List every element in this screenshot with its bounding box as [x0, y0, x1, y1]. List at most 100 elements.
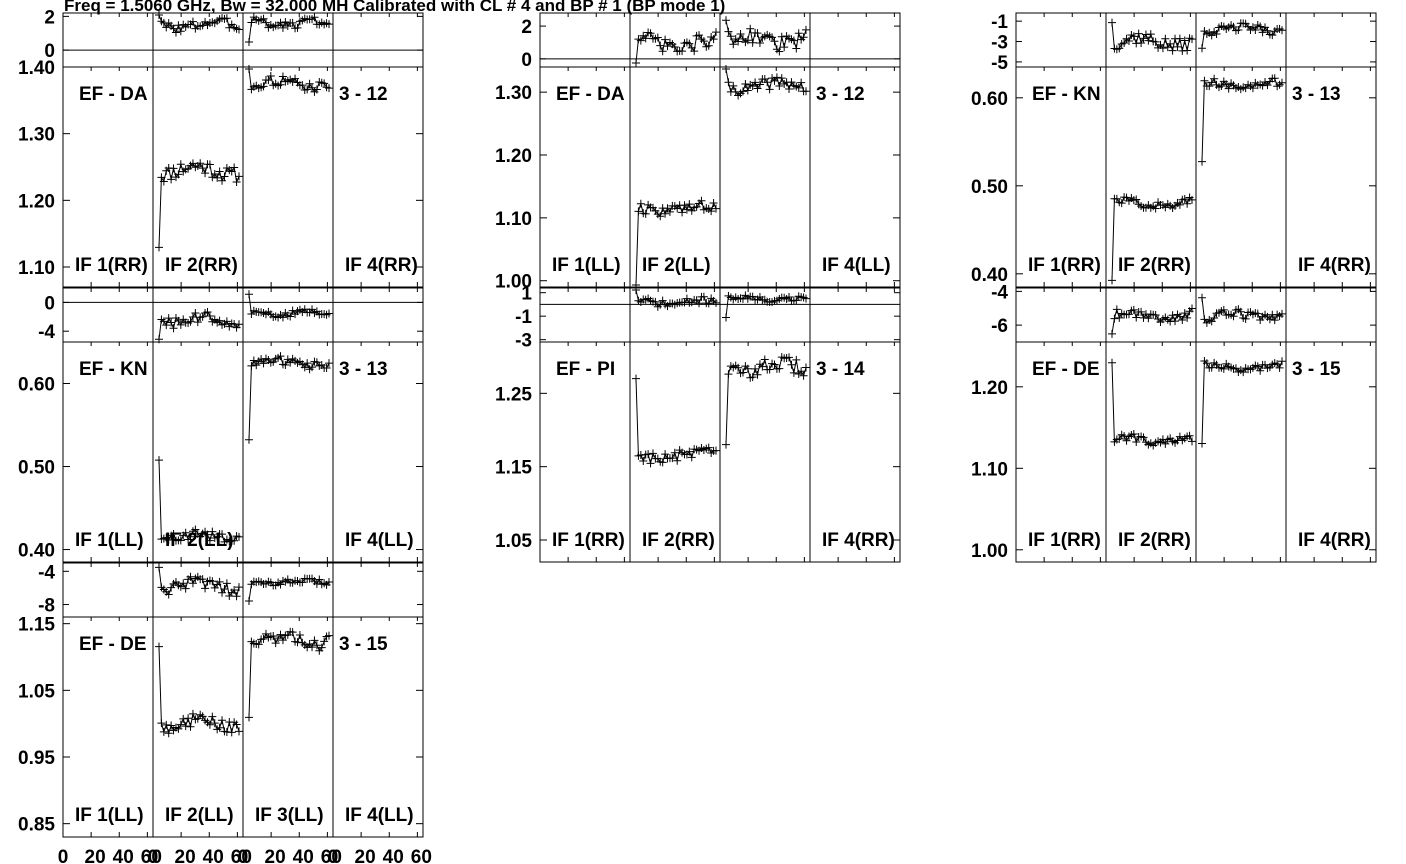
data-point	[1212, 30, 1221, 39]
data-point	[169, 164, 178, 173]
data-point	[169, 324, 178, 333]
series-line	[1201, 359, 1283, 444]
data-point	[196, 159, 205, 168]
amplitude-tick-label: 1.00	[495, 272, 532, 293]
data-point	[181, 528, 190, 537]
series-line	[1201, 297, 1283, 324]
data-point	[678, 47, 687, 56]
data-point	[1115, 434, 1124, 443]
data-point	[203, 307, 212, 316]
data-point	[1219, 364, 1228, 373]
data-point	[641, 209, 650, 218]
data-point	[1151, 204, 1160, 213]
data-point	[722, 440, 730, 449]
panel-2: 2 0 1.30 1.20 1.10 1.00 EF - DA 3 - 12 IF 1(LL) I…	[495, 12, 901, 293]
data-point	[215, 316, 224, 325]
data-point	[300, 363, 309, 372]
amplitude-tick-label: 1.00	[971, 541, 1008, 562]
data-point	[680, 201, 689, 210]
phase-tick-label: 0	[44, 41, 55, 62]
data-point	[1229, 312, 1238, 321]
data-point	[201, 584, 210, 593]
data-point	[278, 636, 287, 645]
data-point	[1129, 430, 1138, 439]
if-label: IF 4(RR)	[1298, 530, 1371, 551]
data-point	[670, 42, 679, 51]
data-point	[1270, 74, 1279, 83]
phase-tick-label: 0	[44, 293, 55, 314]
data-point	[709, 35, 718, 44]
data-point	[1158, 44, 1167, 53]
data-point	[208, 577, 217, 586]
amplitude-tick-label: 0.60	[971, 89, 1008, 110]
data-point	[1188, 437, 1196, 446]
data-point	[712, 298, 720, 307]
data-point	[176, 320, 185, 329]
data-point	[685, 447, 694, 456]
x-tick-label: 40	[203, 847, 224, 864]
data-point	[748, 373, 757, 382]
data-point	[1275, 363, 1284, 372]
data-point	[792, 44, 801, 53]
phase-tick-label: 0	[521, 50, 532, 71]
data-point	[743, 364, 752, 373]
data-point	[1151, 37, 1160, 46]
data-point	[155, 456, 163, 465]
data-point	[1183, 313, 1192, 322]
data-point	[1175, 34, 1184, 43]
data-point	[770, 360, 779, 369]
data-point	[203, 530, 212, 539]
data-point	[245, 38, 253, 47]
data-point	[1115, 313, 1124, 322]
data-point	[641, 34, 650, 43]
data-point	[707, 207, 716, 216]
data-point	[765, 365, 774, 374]
data-point	[164, 535, 173, 544]
if-label: IF 2(LL)	[642, 255, 711, 276]
phase-tick-label: -8	[38, 596, 55, 617]
panel-7: -4 -81.15 1.05 0.95 0.85 EF - DE 3 - 15 IF 1(LL…	[18, 562, 432, 864]
baseline-label: EF - KN	[79, 359, 148, 380]
data-point	[259, 359, 268, 368]
data-point	[673, 456, 682, 465]
if-label: IF 1(RR)	[1028, 530, 1101, 551]
data-point	[325, 20, 333, 29]
amplitude-tick-label: 1.25	[495, 384, 532, 405]
data-point	[1183, 46, 1192, 55]
data-point	[1137, 307, 1146, 316]
data-point	[269, 632, 278, 641]
data-point	[159, 727, 168, 736]
data-point	[1146, 30, 1155, 39]
data-point	[1270, 316, 1279, 325]
data-point	[792, 355, 801, 364]
data-point	[765, 85, 774, 94]
data-point	[227, 728, 236, 737]
data-point	[665, 207, 674, 216]
data-point	[1188, 35, 1196, 44]
data-point	[208, 712, 217, 721]
data-point	[278, 72, 287, 81]
data-point	[787, 360, 796, 369]
amplitude-tick-label: 0.85	[18, 815, 55, 836]
data-point	[235, 25, 243, 34]
data-point	[1178, 316, 1187, 325]
amplitude-tick-label: 0.40	[18, 541, 55, 562]
data-point	[162, 321, 171, 330]
data-point	[699, 292, 708, 301]
data-point	[186, 317, 195, 326]
if-label: IF 4(LL)	[345, 530, 414, 551]
data-point	[215, 577, 224, 586]
data-point	[748, 38, 757, 47]
phase-tick-label: 2	[521, 17, 532, 38]
if-label: IF 4(RR)	[822, 530, 895, 551]
data-point	[789, 36, 798, 45]
data-point	[222, 317, 231, 326]
data-point	[704, 299, 713, 308]
amplitude-tick-label: 1.05	[18, 681, 55, 702]
data-point	[162, 720, 171, 729]
data-point	[155, 11, 163, 19]
data-point	[167, 318, 176, 327]
data-point	[1210, 314, 1219, 322]
chart-title: Freq = 1.5060 GHz, Bw = 32.000 MH Calibr…	[64, 0, 726, 15]
data-point	[181, 584, 190, 593]
